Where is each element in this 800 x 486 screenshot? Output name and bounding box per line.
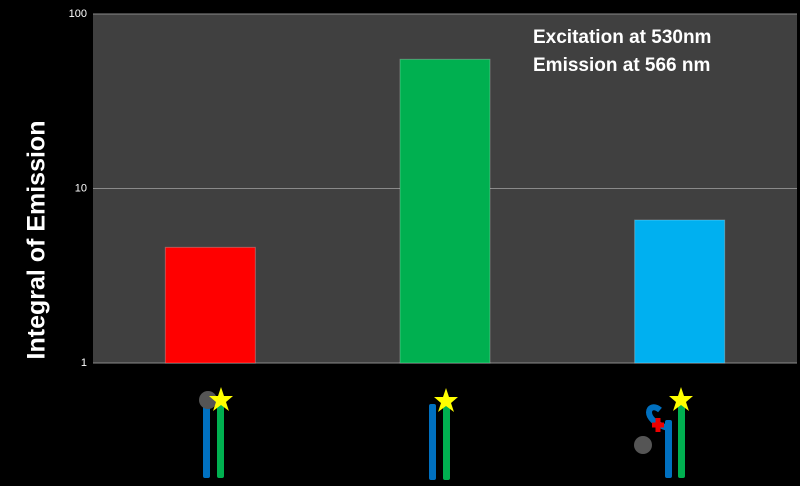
bar [634,219,726,364]
annotation: Emission at 566 nm [533,55,710,76]
annotation: Excitation at 530nm [533,27,711,48]
y-tick-label: 100 [69,8,87,20]
star [209,387,233,411]
strand [678,404,685,478]
quencher [634,436,652,454]
strand [443,404,450,480]
bar [164,246,256,364]
cross [652,418,664,432]
strand [665,420,672,478]
y-axis-label: Integral of Emission [23,121,51,360]
y-tick-label: 10 [75,182,87,194]
quencher [199,391,217,409]
strand [429,404,436,480]
y-tick-label: 1 [81,357,87,369]
star [669,387,693,411]
bar [399,58,491,364]
strand [203,402,210,478]
icons [199,387,693,480]
strand [217,402,224,478]
star [434,388,458,412]
